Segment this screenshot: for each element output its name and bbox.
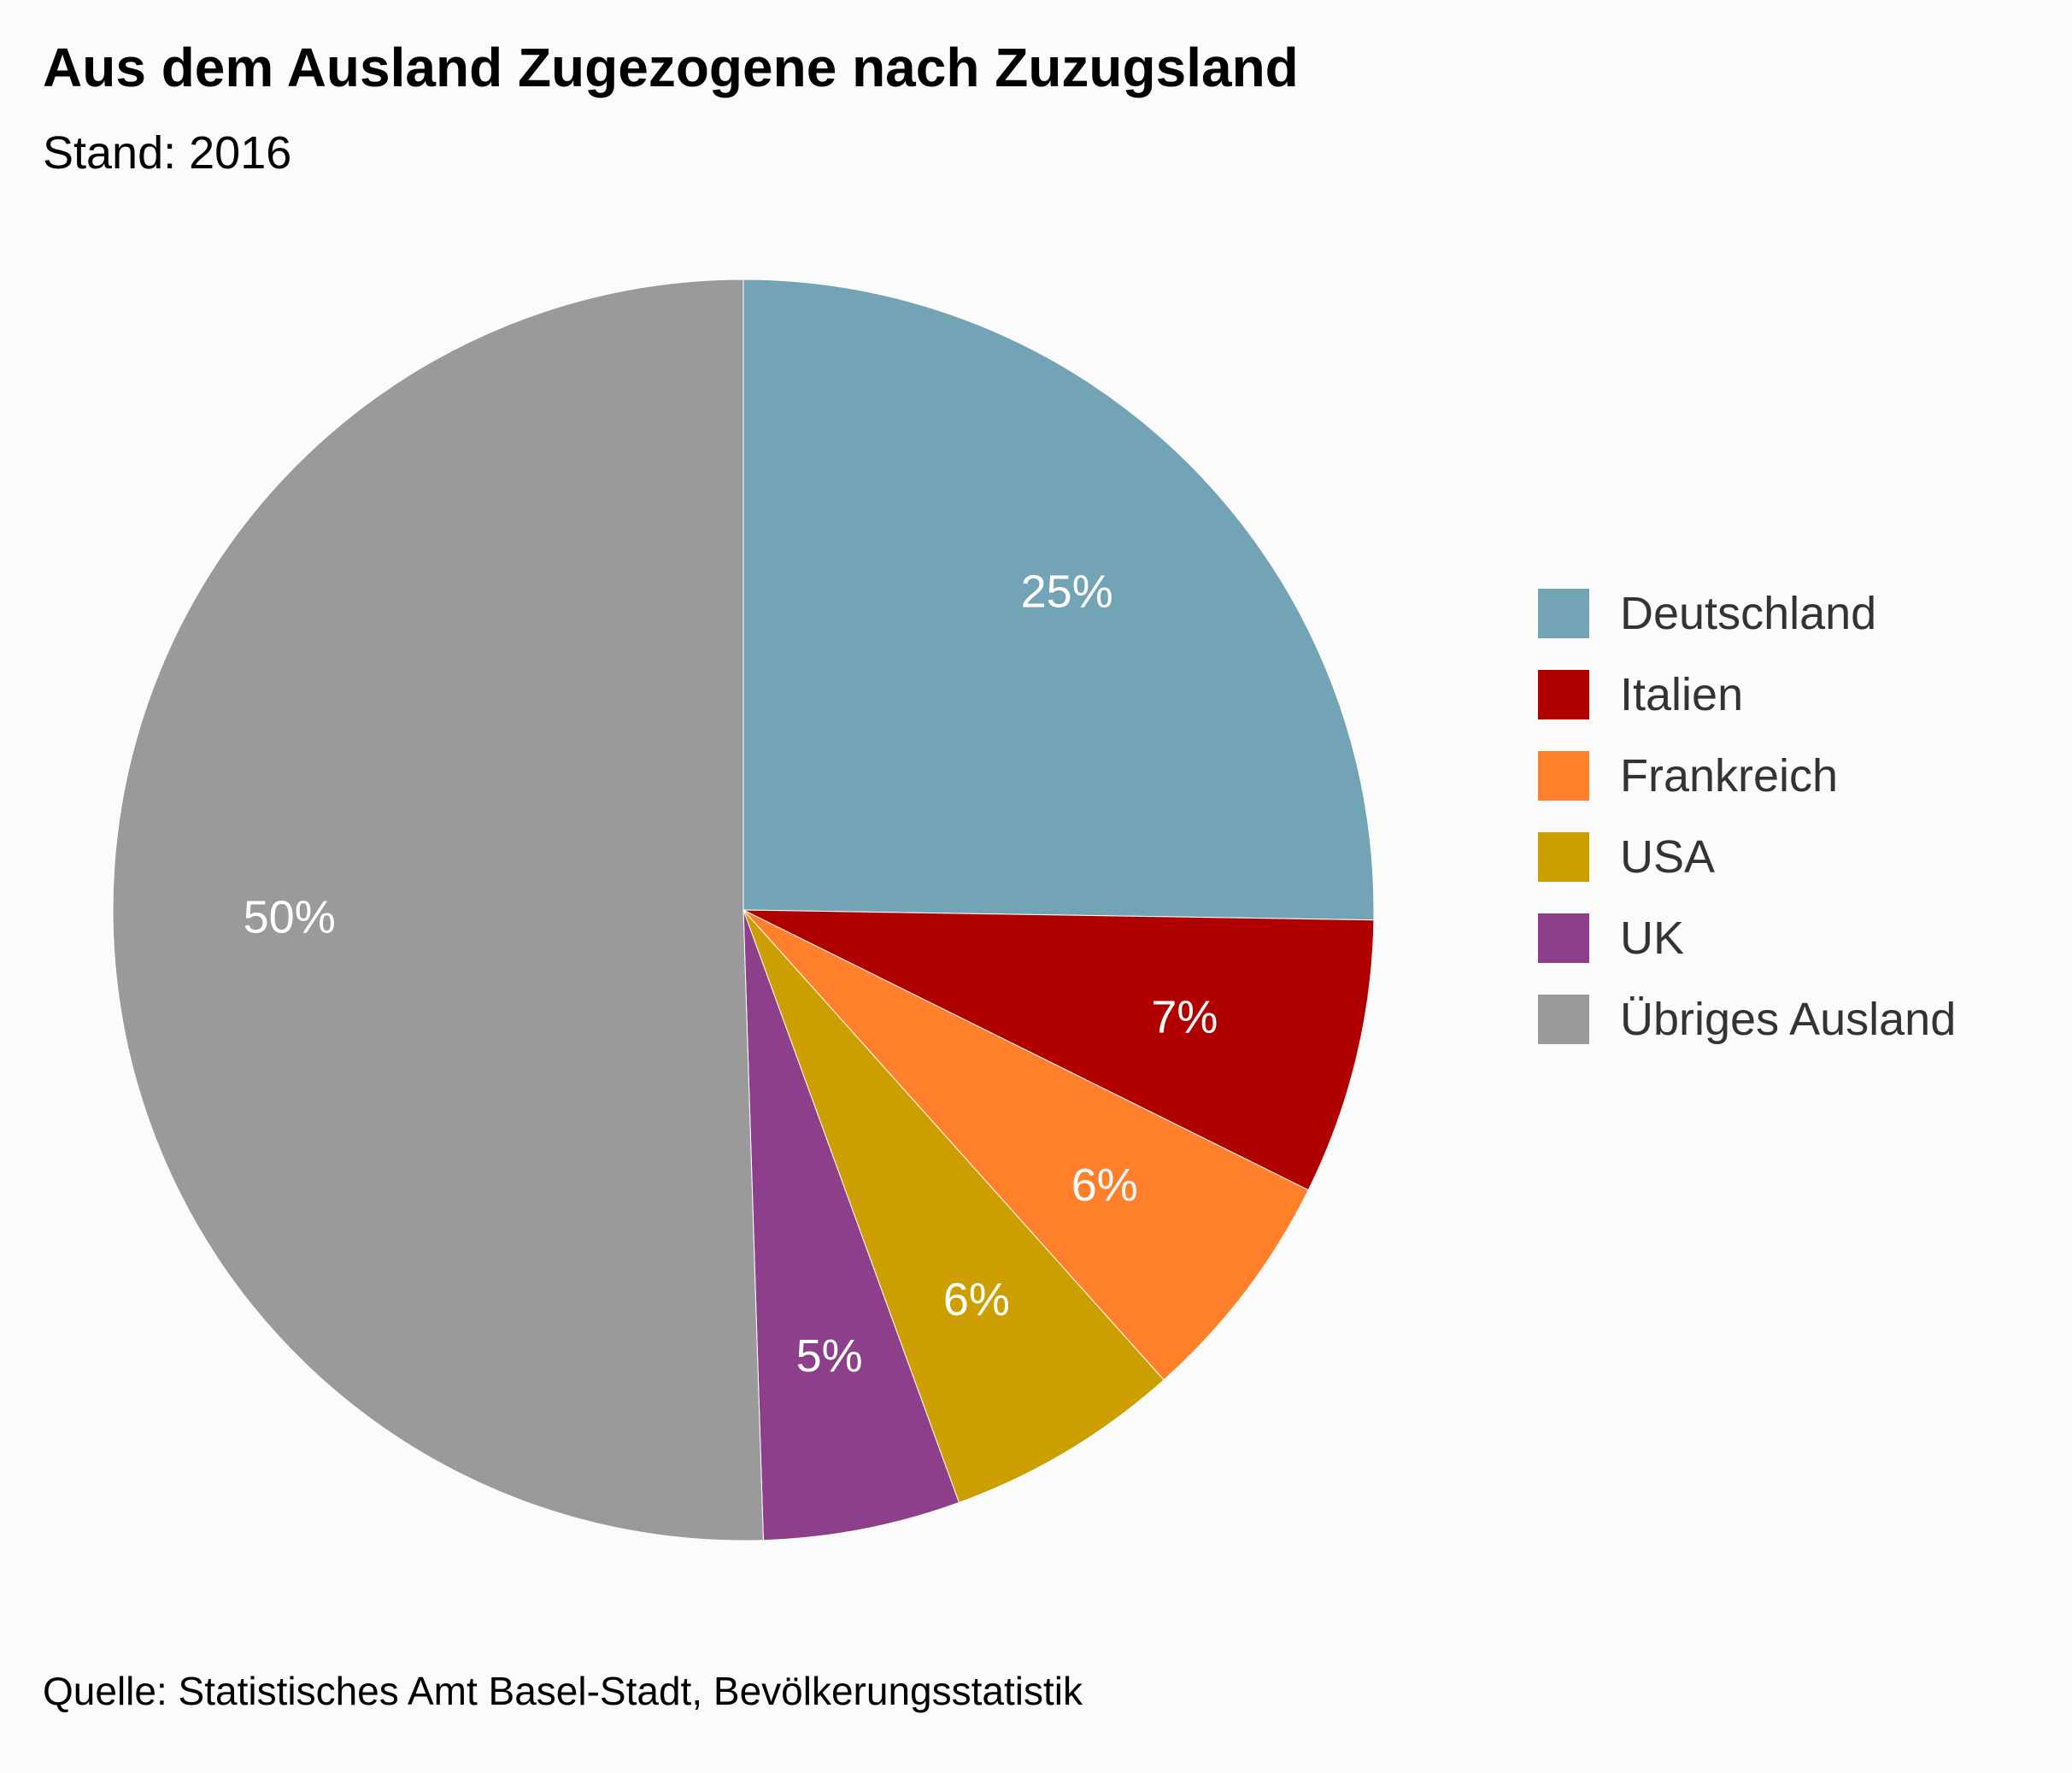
legend-swatch: [1538, 831, 1589, 882]
legend-item-deutschland: Deutschland: [1538, 572, 1956, 654]
legend-item-usa: USA: [1538, 816, 1956, 897]
pie-label-uk: 5%: [796, 1330, 863, 1382]
legend-swatch: [1538, 994, 1589, 1044]
legend-label: Frankreich: [1620, 749, 1839, 801]
legend-swatch: [1538, 669, 1589, 719]
legend-item-uebriges-ausland: Übriges Ausland: [1538, 978, 1956, 1060]
legend-swatch: [1538, 588, 1589, 638]
pie-slice-deutschland: [743, 279, 1375, 921]
legend-label: Übriges Ausland: [1620, 993, 1957, 1045]
pie-slice-frankreich: [743, 909, 1309, 1381]
legend-label: Deutschland: [1620, 587, 1877, 639]
pie-slice-uk: [743, 909, 960, 1541]
legend-swatch: [1538, 913, 1589, 963]
legend-item-italien: Italien: [1538, 654, 1956, 735]
chart-subtitle: Stand: 2016: [43, 127, 292, 179]
pie-slice-uebriges-ausland: [112, 279, 764, 1541]
legend-swatch: [1538, 750, 1589, 801]
legend-label: UK: [1620, 912, 1685, 964]
pie-slices: [112, 279, 1375, 1541]
legend-label: USA: [1620, 831, 1716, 883]
legend-label: Italien: [1620, 668, 1744, 720]
legend-item-frankreich: Frankreich: [1538, 735, 1956, 816]
pie-slice-usa: [743, 909, 1165, 1504]
legend-item-uk: UK: [1538, 897, 1956, 978]
chart-title: Aus dem Ausland Zugezogene nach Zuzugsla…: [43, 37, 1299, 98]
pie-labels: 25% 7% 6% 6% 5% 50%: [244, 566, 1218, 1382]
pie-slice-italien: [743, 909, 1375, 1191]
pie-label-frankreich: 6%: [1071, 1159, 1138, 1211]
pie-label-usa: 6%: [943, 1274, 1010, 1325]
legend: Deutschland Italien Frankreich USA UK Übriges…: [1538, 572, 1956, 1060]
pie-label-uebriges-ausland: 50%: [244, 891, 336, 942]
chart-source: Quelle: Statistisches Amt Basel-Stadt, B…: [43, 1669, 1083, 1713]
pie-label-deutschland: 25%: [1021, 566, 1113, 617]
pie-label-italien: 7%: [1151, 991, 1218, 1042]
